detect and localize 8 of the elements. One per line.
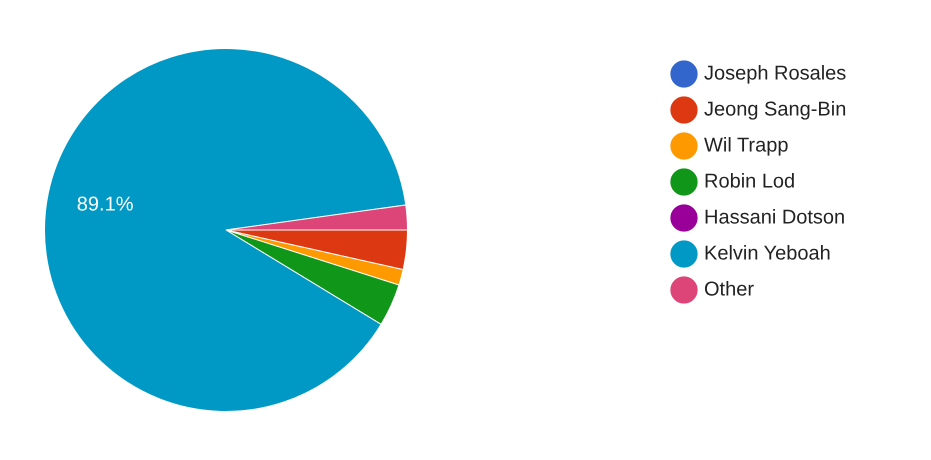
legend-label: Hassani Dotson	[704, 206, 846, 229]
data-label: 89.1%	[76, 193, 134, 216]
legend-label: Joseph Rosales	[704, 62, 846, 85]
legend-label: Wil Trapp	[704, 134, 788, 157]
legend-label: Other	[704, 278, 754, 301]
legend-label: Kelvin Yeboah	[704, 242, 831, 265]
legend-label: Robin Lod	[704, 170, 796, 193]
legend-label: Jeong Sang-Bin	[704, 98, 846, 121]
